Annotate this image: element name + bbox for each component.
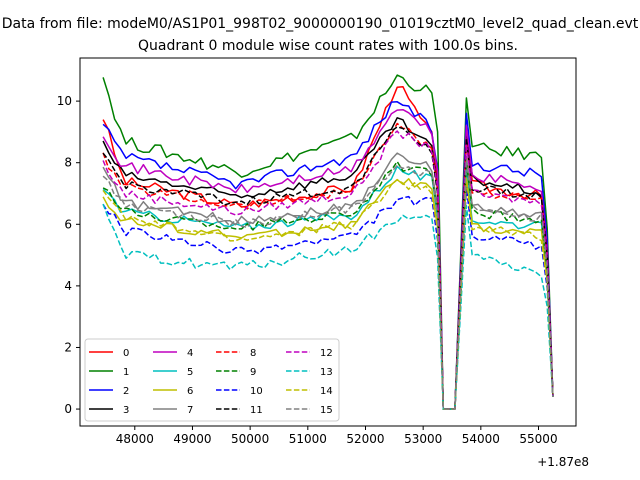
legend-label-2: 2 — [123, 386, 129, 397]
x-axis: 48000 49000 50000 51000 52000 53000 54000 55000 — [116, 426, 558, 446]
legend-label-3: 3 — [123, 405, 129, 416]
series-line-1 — [102, 74, 554, 410]
legend-label-9: 9 — [250, 367, 256, 378]
legend-box — [84, 338, 340, 422]
x-tick-label: 54000 — [462, 432, 500, 446]
legend-label-10: 10 — [250, 386, 263, 397]
y-tick-label: 6 — [64, 217, 72, 231]
y-tick-label: 10 — [57, 94, 72, 108]
legend-label-11: 11 — [250, 405, 263, 416]
suptitle: Data from file: modeM0/AS1P01_998T02_900… — [2, 16, 639, 32]
series-line-14 — [102, 177, 554, 410]
y-axis: 0 2 4 6 8 10 — [57, 94, 80, 416]
y-tick-label: 0 — [64, 402, 72, 416]
legend-label-14: 14 — [320, 386, 333, 397]
legend-label-0: 0 — [123, 348, 129, 359]
series-line-7 — [102, 152, 554, 410]
legend-label-12: 12 — [320, 348, 333, 359]
series-line-4 — [102, 108, 554, 410]
y-tick-label: 8 — [64, 156, 72, 170]
series-line-11 — [102, 126, 554, 410]
x-tick-label: 52000 — [346, 432, 384, 446]
x-tick-label: 50000 — [231, 432, 269, 446]
x-tick-label: 51000 — [289, 432, 327, 446]
series-line-2 — [102, 101, 554, 410]
legend-label-4: 4 — [187, 348, 193, 359]
series-line-12 — [102, 130, 554, 410]
legend-label-7: 7 — [187, 405, 193, 416]
plot-frame — [79, 57, 577, 427]
x-tick-label: 53000 — [404, 432, 442, 446]
legend-label-15: 15 — [320, 405, 333, 416]
x-tick-label: 48000 — [116, 432, 154, 446]
x-tick-label: 55000 — [519, 432, 557, 446]
legend-label-8: 8 — [250, 348, 256, 359]
series-line-15 — [102, 158, 554, 410]
y-tick-label: 4 — [64, 279, 72, 293]
legend-label-6: 6 — [187, 386, 193, 397]
series-line-10 — [102, 186, 554, 410]
series-layer — [102, 74, 554, 410]
y-tick-label: 2 — [64, 340, 72, 354]
legend-label-5: 5 — [187, 367, 193, 378]
x-tick-label: 49000 — [173, 432, 211, 446]
chart-title: Quadrant 0 module wise count rates with … — [138, 38, 518, 54]
legend-label-13: 13 — [320, 367, 333, 378]
series-line-5 — [102, 165, 554, 410]
series-line-3 — [102, 117, 554, 410]
series-line-13 — [102, 203, 554, 410]
x-offset-label: +1.87e8 — [537, 455, 589, 469]
legend-label-1: 1 — [123, 367, 129, 378]
